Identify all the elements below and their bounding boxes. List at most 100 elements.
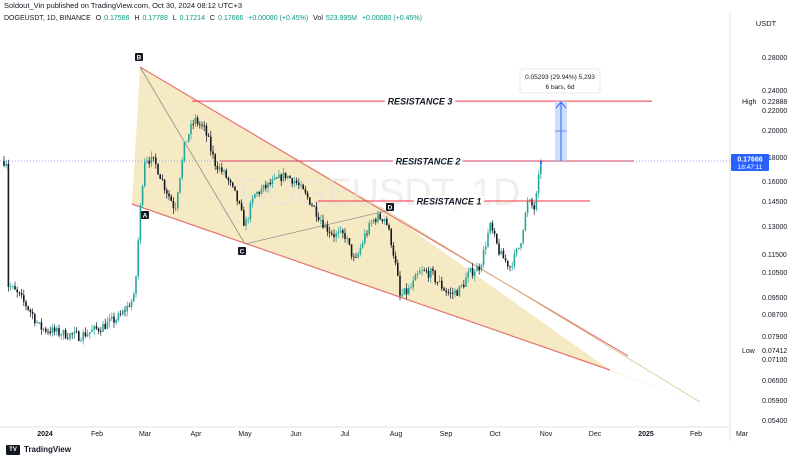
candle-body [381,219,384,222]
current-price-badge[interactable] [731,154,769,172]
candle-body [344,233,346,239]
candle-body [496,233,498,244]
candle-body [240,203,243,211]
candle-body [60,335,62,336]
candle-body [465,277,467,287]
candle-body [170,196,172,201]
candle-body [287,176,289,179]
candle-body [42,328,45,330]
candle-body [476,266,478,272]
candle-body [190,124,192,135]
price-tick-label: 0.20000 [762,128,787,135]
candle-body [12,286,14,287]
candle-body [62,329,65,336]
candle-body [267,182,269,189]
symbol-label[interactable]: DOGEUSDT, 1D, BINANCE [4,15,91,22]
candle-body [229,180,232,183]
candle-body [38,322,40,323]
candle-body [172,200,175,209]
candle-body [485,246,487,250]
candle-body [221,167,223,172]
candle-body [333,234,335,238]
candle-body [185,141,188,143]
candle-body [31,311,34,314]
candle-body [276,177,278,179]
candle-body [361,243,364,248]
resistance-2-label: RESISTANCE 2 [396,156,461,166]
pattern-point-marker [238,247,246,255]
candle-body [471,267,474,276]
candle-body [148,160,150,164]
candle-body [126,305,128,312]
candle-body [438,280,441,283]
candle-body [67,338,69,340]
projection-info-line2: 6 bars, 6d [546,84,575,91]
candle-body [179,177,181,193]
projection-arrow-head [555,101,567,109]
candle-body [482,249,485,265]
candle-body [518,247,520,249]
publish-header: Soldout_Vin published on TradingView.com… [0,0,800,12]
pattern-point-marker [135,53,143,61]
candle-body [78,331,80,341]
candle-body [306,192,309,198]
candle-body [540,164,542,175]
candle-body [29,309,32,312]
price-tick-label: 0.11500 [762,252,787,259]
candle-body [205,125,208,136]
volume-value: 523.995M [325,15,358,22]
candle-body [357,253,359,257]
candle-body [251,198,254,204]
candle-body [509,266,511,268]
price-tick-label: 0.18000 [762,155,787,162]
price-tick-label: 0.09500 [762,295,787,302]
candle-body [201,124,203,126]
high-value: 0.17789 [142,15,168,22]
price-tick-label: 0.05900 [762,398,787,405]
candle-body [315,206,318,217]
price-tick-label: 0.22000 [762,108,787,115]
candle-body [377,213,379,222]
candle-body [353,256,355,258]
candle-body [80,340,82,342]
candle-body [454,290,456,294]
candle-body [388,225,390,230]
candle-body [379,213,381,220]
candle-body [456,290,458,296]
pattern-leg-cd [244,209,391,245]
candle-body [51,327,54,334]
candle-body [40,322,43,330]
candle-body [196,117,199,125]
price-tick-label: 0.06500 [762,378,787,385]
candle-body [452,292,454,294]
candle-body [163,179,166,191]
candle-body [458,286,461,296]
candle-body [89,332,91,335]
candle-body [45,328,47,332]
candle-body [210,136,212,152]
candle-body [304,189,307,193]
candle-body [115,319,117,323]
candle-body [467,271,469,278]
price-tick-label: 0.16000 [762,179,787,186]
candle-body [441,280,443,289]
candle-body [419,270,421,274]
candle-body [412,280,414,288]
pattern-point-label: C [240,249,245,256]
tradingview-logo[interactable]: TV TradingView [6,444,71,456]
price-axis[interactable] [730,12,800,441]
resistance-2-label-bg [392,155,464,166]
time-tick-label: Feb [690,431,702,438]
low-marker-badge [760,345,796,356]
time-tick-label: 2024 [37,431,53,438]
candle-body [531,199,533,206]
candle-body [348,238,351,245]
candle-body [273,177,276,180]
candle-body [480,264,483,271]
candle-body [370,222,373,224]
currency-label[interactable]: USDT [756,19,777,28]
candle-body [113,316,115,323]
candle-body [423,270,425,272]
